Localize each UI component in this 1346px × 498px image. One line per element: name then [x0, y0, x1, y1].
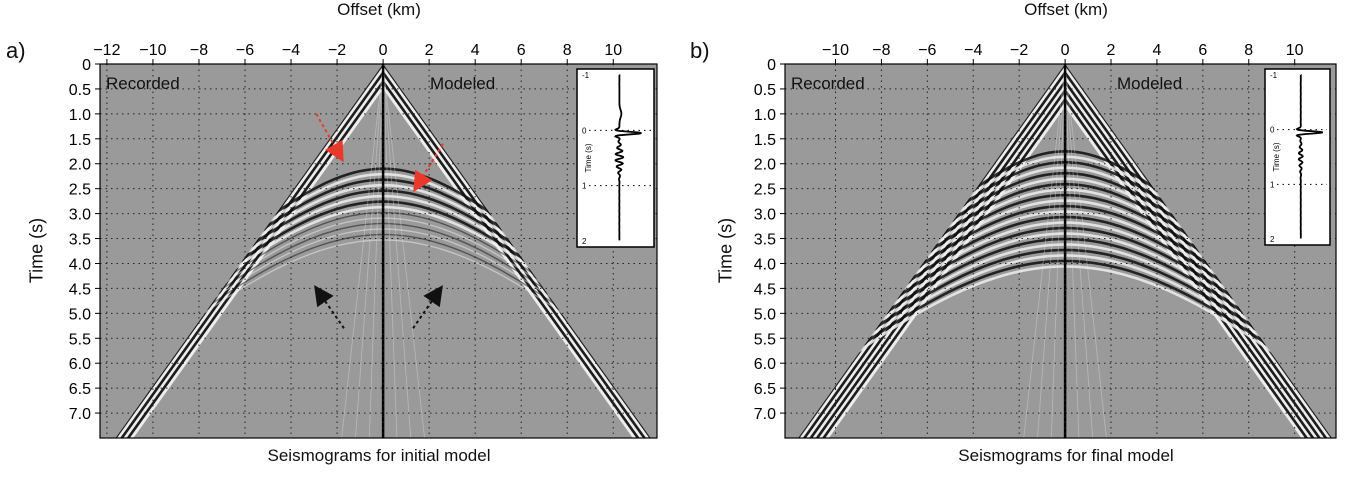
panel-a-left-label: Recorded: [106, 74, 180, 94]
x-tick-label: −12: [93, 42, 120, 59]
y-tick-label: 2.0: [69, 157, 91, 174]
x-tick-label: −8: [872, 42, 890, 59]
x-tick-label: 10: [604, 42, 622, 59]
inset-ylabel: Time (s): [584, 143, 593, 172]
x-tick-label: 10: [1286, 42, 1304, 59]
y-tick-label: 6.0: [69, 356, 91, 373]
x-tick-label: 2: [1107, 42, 1116, 59]
y-tick-label: 3.0: [69, 207, 91, 224]
x-tick-label: 6: [1198, 42, 1207, 59]
y-tick-label: 6.0: [754, 356, 776, 373]
panel-b-right-label: Modeled: [1117, 74, 1182, 94]
y-tick-label: 3.0: [754, 207, 776, 224]
x-tick-label: −6: [236, 42, 254, 59]
x-tick-label: 0: [379, 42, 388, 59]
inset-ylabel: Time (s): [1272, 142, 1281, 171]
panel-b-xlabel: Offset (km): [916, 0, 1216, 20]
x-tick-label: −10: [822, 42, 849, 59]
y-tick-label: 4.5: [754, 281, 776, 298]
x-tick-label: 4: [1152, 42, 1161, 59]
y-tick-label: 5.0: [754, 306, 776, 323]
inset-y-tick-label: 0: [582, 126, 587, 135]
y-tick-label: 3.5: [69, 232, 91, 249]
x-tick-label: −8: [190, 42, 208, 59]
y-tick-label: 4.0: [69, 256, 91, 273]
inset-y-tick-label: 2: [582, 237, 587, 246]
y-tick-label: 4.5: [69, 281, 91, 298]
panel-a-right-label: Modeled: [430, 74, 495, 94]
y-tick-label: 7.0: [754, 406, 776, 423]
y-tick-label: 4.0: [754, 256, 776, 273]
panel-a-letter: a): [6, 38, 26, 64]
y-tick-label: 6.5: [754, 381, 776, 398]
x-tick-label: −4: [964, 42, 982, 59]
y-tick-label: 0: [767, 57, 776, 74]
x-tick-label: −4: [282, 42, 300, 59]
panel-b-left-label: Recorded: [791, 74, 865, 94]
panel-a-xlabel: Offset (km): [229, 0, 529, 20]
panel-b-letter: b): [690, 38, 710, 64]
y-tick-label: 1.0: [69, 107, 91, 124]
y-tick-label: 1.5: [754, 132, 776, 149]
panel-b-ylabel: Time (s): [716, 201, 737, 301]
y-tick-label: 7.0: [69, 406, 91, 423]
inset-y-tick-label: -1: [582, 71, 590, 80]
x-tick-label: 4: [471, 42, 480, 59]
x-tick-label: −6: [918, 42, 936, 59]
y-tick-label: 2.5: [69, 182, 91, 199]
x-tick-label: 2: [425, 42, 434, 59]
y-tick-label: 1.0: [754, 107, 776, 124]
y-tick-label: 0.5: [69, 82, 91, 99]
x-tick-label: −2: [328, 42, 346, 59]
x-tick-label: −10: [139, 42, 166, 59]
inset-y-tick-label: -1: [1270, 71, 1278, 80]
x-tick-label: 0: [1061, 42, 1070, 59]
panel-b: −10 −8 −6 −4 −2 0 2 4 6 8 1000.51.01.52.02.53.03.5…: [754, 42, 1336, 497]
panel-a-ylabel: Time (s): [27, 201, 48, 301]
panel-b-caption: Seismograms for final model: [866, 446, 1266, 466]
x-tick-label: 6: [517, 42, 526, 59]
panel-a-caption: Seismograms for initial model: [179, 446, 579, 466]
y-tick-label: 2.0: [754, 157, 776, 174]
x-tick-label: 8: [1244, 42, 1253, 59]
y-tick-label: 3.5: [754, 232, 776, 249]
panel-a: −12 −10 −8 −6 −4 −2 0 2 4 6 8 1000.51.01.52.02.53.0…: [69, 42, 657, 482]
y-tick-label: 5.0: [69, 306, 91, 323]
y-tick-label: 1.5: [69, 132, 91, 149]
x-tick-label: 8: [563, 42, 572, 59]
y-tick-label: 0.5: [754, 82, 776, 99]
inset-y-tick-label: 1: [1270, 180, 1275, 189]
y-tick-label: 6.5: [69, 381, 91, 398]
y-tick-label: 2.5: [754, 182, 776, 199]
y-tick-label: 5.5: [69, 331, 91, 348]
x-tick-label: −2: [1010, 42, 1028, 59]
y-tick-label: 0: [82, 57, 91, 74]
inset-y-tick-label: 2: [1270, 235, 1275, 244]
inset-y-tick-label: 0: [1270, 126, 1275, 135]
inset-y-tick-label: 1: [582, 182, 587, 191]
y-tick-label: 5.5: [754, 331, 776, 348]
